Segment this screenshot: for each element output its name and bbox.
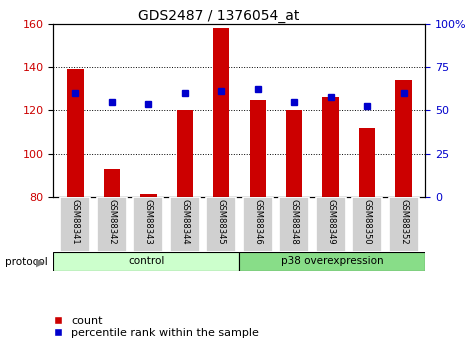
FancyBboxPatch shape [239,252,425,271]
FancyBboxPatch shape [243,197,272,252]
Bar [67,69,84,197]
FancyBboxPatch shape [389,197,419,252]
Text: protocol: protocol [5,257,47,267]
FancyBboxPatch shape [352,197,382,252]
Bar [104,169,120,197]
Legend: count, percentile rank within the sample: count, percentile rank within the sample [52,315,260,339]
FancyBboxPatch shape [53,252,239,271]
FancyBboxPatch shape [170,197,200,252]
FancyBboxPatch shape [206,197,236,252]
FancyBboxPatch shape [133,197,163,252]
Text: ▶: ▶ [36,257,44,267]
FancyBboxPatch shape [97,197,127,252]
Text: GSM88350: GSM88350 [363,199,372,244]
Bar [286,110,302,197]
FancyBboxPatch shape [60,197,90,252]
Text: GSM88352: GSM88352 [399,199,408,244]
Bar [322,98,339,197]
FancyBboxPatch shape [279,197,309,252]
Bar [213,29,229,197]
Text: GSM88343: GSM88343 [144,199,153,244]
FancyBboxPatch shape [316,197,345,252]
Text: GSM88346: GSM88346 [253,199,262,244]
Bar [395,80,412,197]
Text: GSM88342: GSM88342 [107,199,116,244]
Text: GSM88348: GSM88348 [290,199,299,244]
Bar [359,128,375,197]
Text: GDS2487 / 1376054_at: GDS2487 / 1376054_at [138,9,299,23]
Text: GSM88344: GSM88344 [180,199,189,244]
Text: GSM88349: GSM88349 [326,199,335,244]
Text: p38 overexpression: p38 overexpression [281,256,384,266]
Bar [250,100,266,197]
Text: GSM88341: GSM88341 [71,199,80,244]
Bar [140,195,157,197]
Text: control: control [128,256,165,266]
Bar [177,110,193,197]
Text: GSM88345: GSM88345 [217,199,226,244]
